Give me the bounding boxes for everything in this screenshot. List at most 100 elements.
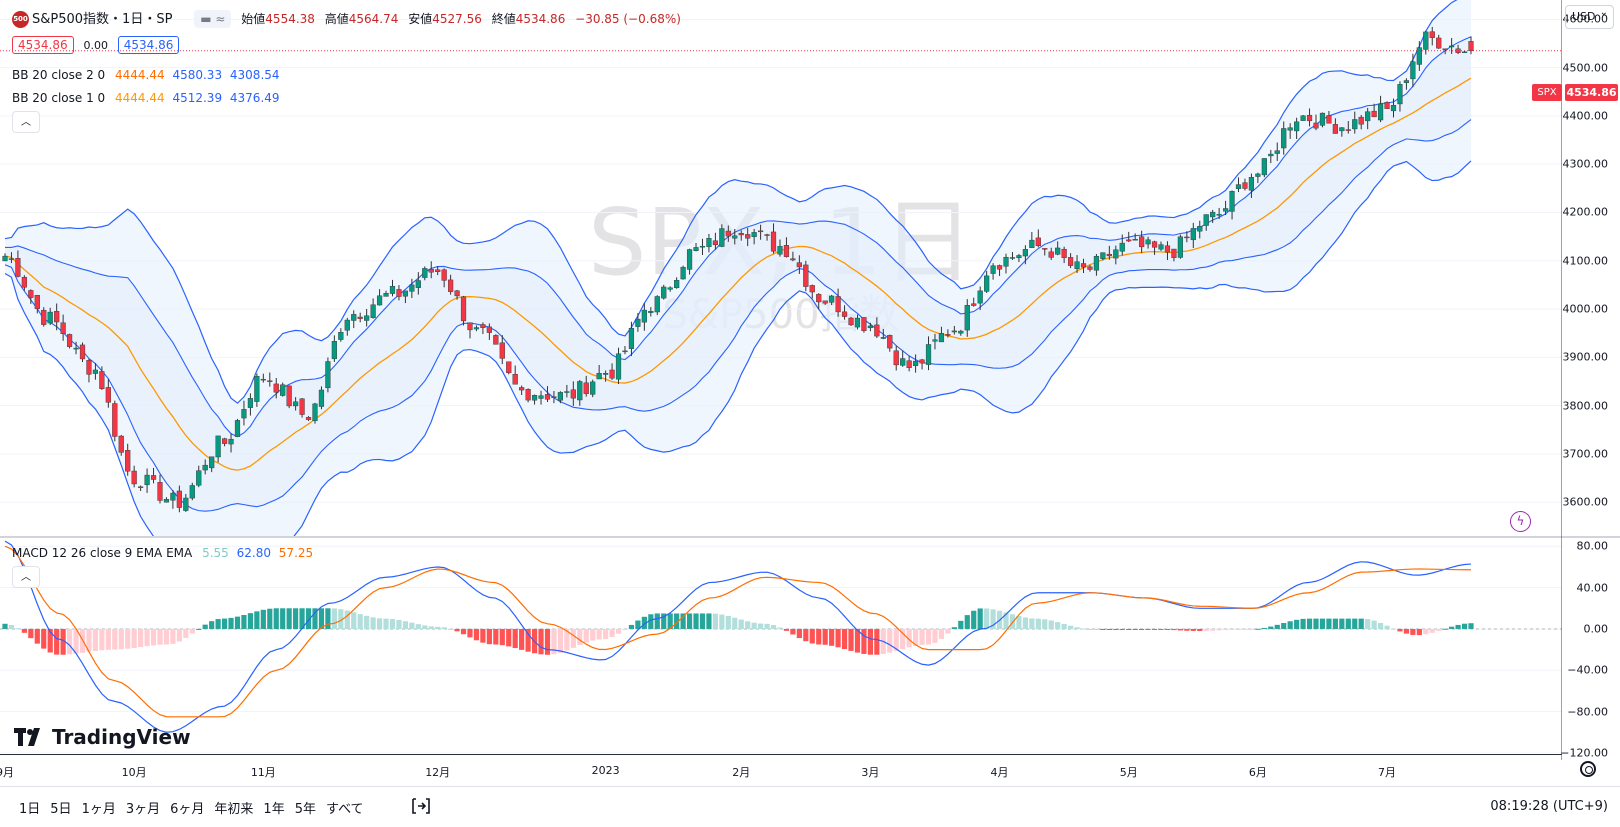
candle[interactable] — [73, 347, 79, 350]
price-chart[interactable] — [0, 0, 1562, 536]
candle[interactable] — [829, 295, 835, 303]
candle[interactable] — [1416, 47, 1422, 65]
candle[interactable] — [932, 339, 938, 342]
settings-gear-icon[interactable] — [1580, 761, 1596, 777]
candle[interactable] — [473, 327, 480, 330]
candle[interactable] — [912, 360, 919, 366]
candle[interactable] — [615, 353, 622, 380]
candle[interactable] — [163, 499, 170, 503]
candle[interactable] — [176, 490, 182, 508]
candle[interactable] — [1468, 41, 1474, 51]
candle[interactable] — [1352, 119, 1358, 130]
candle[interactable] — [221, 438, 228, 444]
candle[interactable] — [493, 335, 499, 345]
candle[interactable] — [1158, 244, 1164, 250]
candle[interactable] — [409, 284, 415, 292]
candle[interactable] — [577, 381, 583, 401]
candle[interactable] — [1255, 173, 1261, 177]
candle[interactable] — [467, 322, 473, 331]
candle[interactable] — [622, 350, 628, 353]
candle[interactable] — [835, 296, 841, 313]
candle[interactable] — [60, 322, 66, 335]
candle[interactable] — [1222, 208, 1229, 212]
candle[interactable] — [389, 286, 396, 294]
candle[interactable] — [609, 369, 615, 379]
candle[interactable] — [1300, 115, 1306, 121]
candle[interactable] — [215, 435, 221, 458]
candle[interactable] — [499, 342, 505, 359]
candle[interactable] — [951, 330, 957, 333]
candle[interactable] — [1436, 37, 1442, 49]
candle[interactable] — [570, 389, 576, 399]
candle[interactable] — [1384, 102, 1390, 109]
candle[interactable] — [1016, 255, 1022, 259]
candle[interactable] — [906, 360, 912, 368]
candle[interactable] — [628, 328, 635, 349]
candle[interactable] — [893, 350, 899, 366]
candle[interactable] — [118, 435, 124, 453]
range-button[interactable]: すべて — [325, 802, 364, 817]
candle[interactable] — [138, 486, 144, 488]
candle[interactable] — [1139, 236, 1145, 248]
candle[interactable] — [54, 311, 60, 323]
candle[interactable] — [105, 387, 111, 403]
visibility-toggle[interactable]: ▬ ≈ — [194, 10, 232, 28]
candle[interactable] — [1048, 251, 1054, 258]
candle[interactable] — [202, 464, 208, 471]
candle[interactable] — [15, 258, 21, 277]
candle[interactable] — [1171, 248, 1177, 258]
candle[interactable] — [841, 311, 848, 317]
candle[interactable] — [1067, 257, 1074, 266]
candle[interactable] — [1151, 241, 1158, 248]
candle[interactable] — [512, 373, 518, 385]
candle[interactable] — [1119, 242, 1125, 252]
candle[interactable] — [1055, 247, 1061, 255]
macd-pane[interactable] — [0, 538, 1562, 753]
candle[interactable] — [977, 290, 983, 304]
range-button[interactable]: 1年 — [263, 802, 285, 817]
candle[interactable] — [945, 334, 951, 336]
candle[interactable] — [770, 231, 777, 252]
candle[interactable] — [1190, 228, 1196, 241]
candle[interactable] — [357, 316, 363, 319]
candle[interactable] — [1184, 236, 1190, 239]
bb2-legend[interactable]: BB 20 close 2 0 4444.44 4580.33 4308.54 — [12, 68, 280, 82]
candle[interactable] — [112, 403, 118, 437]
candle[interactable] — [150, 475, 157, 480]
candle[interactable] — [706, 238, 712, 248]
candle[interactable] — [1087, 266, 1093, 270]
candle[interactable] — [396, 289, 402, 297]
candle[interactable] — [1326, 115, 1332, 124]
candle[interactable] — [925, 344, 932, 365]
candle[interactable] — [1377, 103, 1384, 121]
candle[interactable] — [376, 295, 383, 306]
candle[interactable] — [1268, 153, 1274, 157]
candle[interactable] — [1371, 110, 1377, 118]
candle[interactable] — [402, 290, 409, 297]
candle[interactable] — [1403, 80, 1410, 83]
candle[interactable] — [1113, 249, 1119, 259]
pane-separator[interactable] — [0, 536, 1620, 538]
candle[interactable] — [667, 287, 673, 290]
range-button[interactable]: 3ヶ月 — [125, 802, 161, 817]
candle[interactable] — [1261, 158, 1267, 176]
candle[interactable] — [867, 325, 873, 328]
candle[interactable] — [448, 279, 454, 292]
candle[interactable] — [260, 378, 266, 381]
candle[interactable] — [2, 255, 8, 262]
candle[interactable] — [964, 305, 970, 331]
macd-legend[interactable]: MACD 12 26 close 9 EMA EMA 5.55 62.80 57… — [12, 546, 313, 560]
candle[interactable] — [1009, 257, 1016, 259]
candle[interactable] — [861, 317, 867, 331]
lightning-icon[interactable]: ϟ — [1510, 511, 1531, 532]
candle[interactable] — [1210, 211, 1216, 218]
candle[interactable] — [1106, 253, 1112, 257]
range-button[interactable]: 6ヶ月 — [170, 802, 205, 817]
candle[interactable] — [1100, 252, 1106, 259]
candle[interactable] — [480, 324, 486, 328]
candle[interactable] — [8, 258, 15, 260]
candle[interactable] — [293, 401, 299, 407]
candle[interactable] — [796, 262, 802, 268]
candle[interactable] — [267, 380, 273, 382]
candle[interactable] — [1235, 184, 1242, 189]
